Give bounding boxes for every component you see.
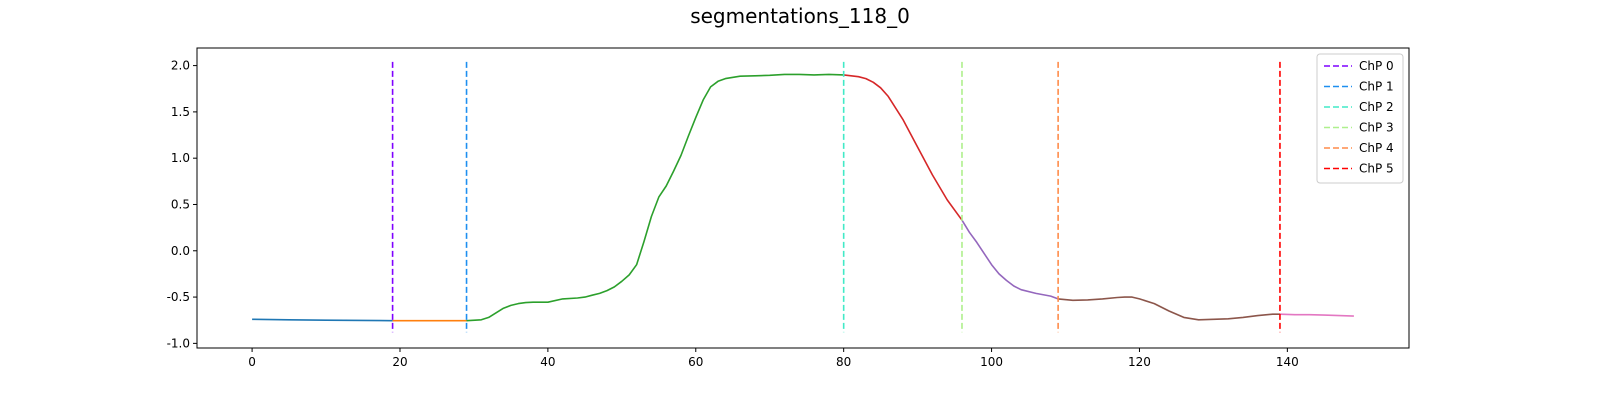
- series-line-0: [252, 318, 393, 322]
- x-tick-label: 0: [248, 355, 256, 369]
- y-tick-label: 0.0: [171, 244, 190, 258]
- series-line-4: [961, 219, 1059, 300]
- x-tick-label: 120: [1128, 355, 1151, 369]
- series-line-5: [1058, 296, 1280, 321]
- legend-label: ChP 5: [1359, 162, 1394, 176]
- legend-label: ChP 0: [1359, 59, 1394, 73]
- x-tick-label: 140: [1276, 355, 1299, 369]
- x-tick-label: 100: [980, 355, 1003, 369]
- x-tick-label: 20: [392, 355, 407, 369]
- legend-label: ChP 3: [1359, 121, 1394, 135]
- x-tick-label: 60: [688, 355, 703, 369]
- y-tick-label: -1.0: [167, 336, 190, 350]
- series-layer: [252, 73, 1354, 322]
- series-line-2: [466, 73, 844, 322]
- legend-label: ChP 1: [1359, 80, 1394, 94]
- changepoint-layer: [391, 61, 1281, 333]
- y-tick-label: -0.5: [167, 290, 190, 304]
- x-tick-label: 80: [836, 355, 851, 369]
- series-line-6: [1279, 313, 1354, 317]
- chart-title: segmentations_118_0: [690, 4, 910, 28]
- series-line-3: [843, 74, 963, 221]
- y-tick-label: 2.0: [171, 59, 190, 73]
- legend: ChP 0 ChP 1 ChP 2 ChP 3 ChP 4 ChP 5: [1316, 53, 1404, 184]
- y-tick-label: 1.0: [171, 151, 190, 165]
- y-axis: -1.0 -0.5 0.0 0.5 1.0 1.5 2.0: [167, 59, 197, 350]
- y-tick-label: 0.5: [171, 197, 190, 211]
- x-tick-label: 40: [540, 355, 555, 369]
- x-axis: 0 20 40 60 80 100 120 140: [248, 348, 1299, 369]
- legend-label: ChP 4: [1359, 141, 1394, 155]
- legend-label: ChP 2: [1359, 100, 1394, 114]
- y-tick-label: 1.5: [171, 105, 190, 119]
- axes-frame: [196, 47, 1410, 349]
